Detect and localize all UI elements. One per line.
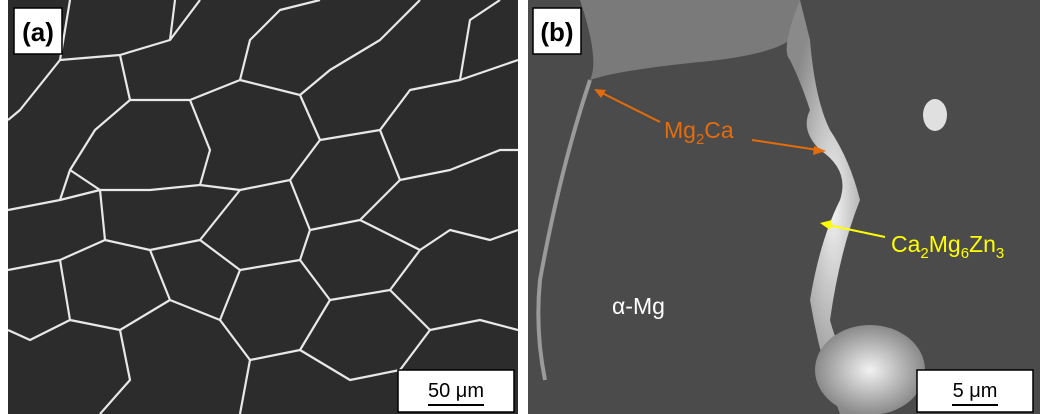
scale-bar-label: 50 μm (428, 380, 484, 402)
page: (a) 50 μm (b) 5 μm Mg2Ca Ca2Mg6Zn3 α-Mg … (0, 0, 1040, 414)
panel-label: (b) (540, 17, 573, 47)
annotation: α-Mg (612, 293, 665, 319)
scale-bar-label: 5 μm (953, 380, 998, 402)
figure: (a) 50 μm (b) 5 μm Mg2Ca Ca2Mg6Zn3 α-Mg (0, 0, 1040, 414)
micrograph-a (8, 0, 518, 414)
micrograph-b (528, 0, 1040, 414)
panel-label: (a) (22, 17, 54, 47)
